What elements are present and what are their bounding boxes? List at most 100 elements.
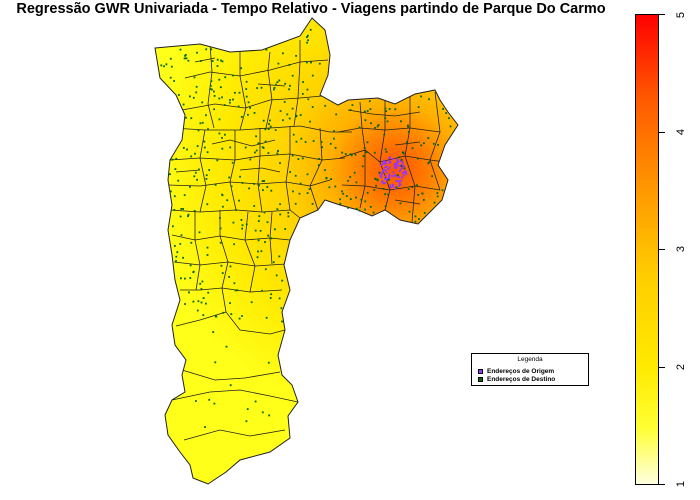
city-map xyxy=(154,17,459,485)
destination-point xyxy=(239,175,241,178)
destination-point xyxy=(345,195,348,197)
destination-point xyxy=(341,190,343,193)
destination-point xyxy=(333,130,335,132)
destination-point xyxy=(176,251,179,254)
destination-point xyxy=(431,175,433,178)
destination-point xyxy=(328,186,331,189)
destination-point xyxy=(193,210,196,212)
destination-point xyxy=(249,158,252,161)
destination-point xyxy=(433,201,436,204)
destination-point xyxy=(269,119,271,122)
destination-point xyxy=(184,54,187,56)
destination-point xyxy=(261,411,264,414)
destination-point xyxy=(414,220,417,223)
destination-point xyxy=(198,168,200,171)
destination-point xyxy=(267,361,270,364)
destination-point xyxy=(344,153,347,155)
destination-point xyxy=(190,241,193,244)
destination-point xyxy=(298,192,301,195)
destination-point xyxy=(353,171,356,174)
destination-point xyxy=(369,108,372,110)
destination-point xyxy=(241,224,244,227)
destination-point xyxy=(317,164,320,167)
destination-point xyxy=(306,41,308,44)
destination-point xyxy=(174,245,176,247)
destination-point xyxy=(349,198,352,200)
destination-point xyxy=(254,229,257,232)
destination-point xyxy=(400,159,403,161)
destination-point xyxy=(192,300,195,303)
colorbar-tick-3 xyxy=(659,249,665,250)
destination-point xyxy=(187,59,190,62)
destination-point xyxy=(388,108,391,110)
destination-point xyxy=(200,60,202,62)
destination-point xyxy=(358,126,361,129)
destination-point xyxy=(180,208,183,210)
destination-point xyxy=(384,193,386,195)
destination-point xyxy=(219,241,222,244)
destination-point xyxy=(221,137,223,139)
destination-point xyxy=(246,408,249,410)
destination-point xyxy=(253,205,256,207)
destination-point xyxy=(184,277,186,280)
destination-point xyxy=(324,169,326,171)
destination-point xyxy=(408,210,411,213)
destination-point xyxy=(240,116,243,118)
destination-point xyxy=(373,189,376,191)
destination-point xyxy=(180,234,183,237)
destination-point xyxy=(180,277,182,280)
destination-point xyxy=(265,316,268,319)
destination-point xyxy=(205,178,208,180)
destination-point xyxy=(189,95,191,98)
origin-points xyxy=(378,156,408,190)
origin-point xyxy=(392,185,395,188)
destination-point xyxy=(163,65,165,68)
origin-point xyxy=(388,173,391,176)
destination-point xyxy=(280,307,283,310)
destination-point xyxy=(299,114,302,116)
destination-point xyxy=(263,211,266,214)
destination-point xyxy=(206,246,209,249)
origin-point xyxy=(382,170,384,173)
colorbar-tick-2 xyxy=(659,367,665,368)
destination-point xyxy=(229,265,232,268)
destination-point xyxy=(278,297,281,300)
destination-point xyxy=(363,110,366,113)
destination-point xyxy=(362,155,365,157)
destination-point xyxy=(394,108,397,111)
destination-point xyxy=(281,279,284,282)
destination-point xyxy=(165,63,168,66)
origin-point xyxy=(389,186,392,189)
origin-point xyxy=(398,185,400,187)
destination-point xyxy=(205,174,208,177)
origin-point xyxy=(380,172,383,175)
destination-point xyxy=(221,60,224,63)
origin-point xyxy=(383,159,385,162)
destination-point xyxy=(249,107,251,109)
destination-point xyxy=(195,91,198,94)
destination-point xyxy=(190,155,193,158)
destination-point xyxy=(262,189,264,191)
destination-point xyxy=(270,189,273,192)
destination-point xyxy=(339,198,342,201)
destination-point xyxy=(349,176,352,178)
origin-point xyxy=(399,168,402,171)
legend-swatch-destination xyxy=(478,376,483,382)
destination-point xyxy=(267,152,270,154)
destination-point xyxy=(207,128,209,130)
destination-point xyxy=(320,141,323,143)
destination-point xyxy=(289,171,291,173)
destination-point xyxy=(312,140,315,142)
origin-point xyxy=(382,162,384,165)
destination-point xyxy=(274,228,276,231)
destination-point xyxy=(216,65,219,67)
destination-point xyxy=(287,215,290,218)
destination-point xyxy=(387,178,390,181)
destination-point xyxy=(255,149,258,152)
destination-point xyxy=(269,125,272,128)
destination-point xyxy=(416,184,418,187)
destination-point xyxy=(279,162,281,164)
origin-point xyxy=(395,180,398,183)
destination-point xyxy=(306,36,308,38)
destination-point xyxy=(245,223,248,226)
